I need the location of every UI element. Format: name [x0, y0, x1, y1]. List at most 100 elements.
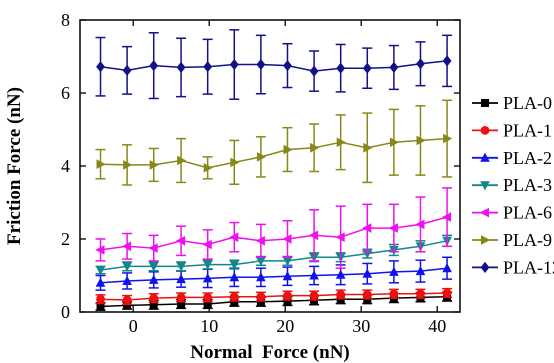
data-point: [442, 288, 452, 298]
series-line-pla-9: [100, 137, 448, 169]
data-point: [96, 294, 105, 304]
data-point: [389, 61, 399, 73]
series-pla-3: [95, 234, 453, 276]
series-line-pla-12: [100, 60, 448, 72]
legend-item: PLA-12: [472, 257, 554, 277]
data-point: [335, 269, 346, 279]
data-point: [362, 223, 372, 233]
data-point: [148, 243, 158, 253]
data-point: [229, 260, 240, 270]
data-point: [283, 60, 292, 72]
data-point: [362, 268, 373, 278]
data-point: [416, 58, 425, 70]
y-axis-title: Friction Force (nN): [4, 87, 25, 245]
data-point: [123, 160, 133, 170]
legend-label: PLA-1: [503, 120, 552, 140]
data-point: [256, 58, 266, 71]
data-point: [123, 301, 132, 310]
data-point: [283, 144, 293, 155]
data-point: [95, 245, 105, 255]
data-point: [148, 274, 159, 284]
x-tick-label: 0: [129, 316, 138, 336]
data-point: [415, 265, 426, 276]
data-point: [441, 212, 452, 222]
data-point: [96, 159, 106, 169]
legend-label: PLA-9: [503, 230, 552, 250]
data-point: [122, 262, 132, 272]
data-point: [176, 61, 186, 73]
legend-item: PLA-3: [472, 175, 552, 195]
series-pla-0: [95, 291, 453, 311]
legend-marker: [481, 235, 491, 245]
data-point: [443, 133, 453, 144]
legend-label: PLA-12: [503, 257, 554, 277]
data-point: [282, 271, 293, 281]
x-tick-label: 20: [276, 316, 294, 336]
data-point: [335, 232, 345, 242]
x-tick-label: 10: [200, 316, 218, 336]
data-point: [121, 241, 132, 252]
legend-marker: [479, 207, 489, 218]
series-pla-12: [95, 29, 453, 100]
data-point: [229, 272, 240, 282]
y-tick-label: 0: [61, 302, 70, 322]
legend-marker: [480, 261, 490, 273]
data-point: [310, 142, 320, 153]
data-point: [309, 65, 319, 77]
data-point: [230, 157, 240, 168]
legend-label: PLA-0: [503, 93, 552, 113]
data-point: [336, 137, 346, 148]
data-point: [203, 163, 213, 173]
data-point: [177, 299, 186, 308]
data-point: [308, 230, 319, 241]
x-axis-title: Normal Force (nN): [190, 342, 350, 363]
legend-marker: [480, 125, 490, 135]
data-point: [229, 58, 239, 71]
series-pla-2: [95, 256, 453, 291]
data-point: [282, 256, 293, 267]
legend-marker: [481, 99, 489, 107]
data-point: [256, 256, 266, 267]
data-point: [282, 234, 292, 244]
data-point: [149, 160, 159, 170]
series-line-pla-3: [100, 240, 448, 271]
data-point: [415, 219, 425, 230]
data-point: [416, 289, 425, 299]
data-point: [442, 55, 452, 67]
data-point: [202, 239, 212, 250]
data-point: [336, 290, 346, 299]
data-point: [336, 62, 346, 74]
series-layer: [95, 29, 453, 311]
y-tick-label: 4: [61, 156, 70, 176]
data-point: [389, 137, 400, 148]
legend-item: PLA-6: [472, 203, 552, 223]
data-point: [96, 302, 105, 311]
data-point: [256, 152, 267, 162]
series-line-pla-1: [100, 292, 448, 301]
data-point: [122, 295, 132, 305]
data-point: [176, 273, 186, 284]
data-point: [389, 289, 399, 299]
legend-label: PLA-2: [503, 148, 552, 168]
legend-marker: [480, 152, 490, 162]
data-point: [363, 142, 373, 153]
data-point: [309, 291, 319, 300]
data-point: [95, 266, 106, 276]
data-point: [203, 61, 213, 73]
data-point: [95, 277, 106, 287]
data-point: [175, 236, 186, 246]
series-line-pla-2: [100, 267, 448, 284]
legend-label: PLA-6: [503, 203, 552, 223]
data-point: [149, 293, 159, 303]
legend-item: PLA-2: [472, 148, 552, 168]
legend-marker: [480, 181, 490, 191]
data-point: [229, 232, 239, 242]
data-point: [202, 260, 213, 270]
data-point: [256, 272, 266, 282]
data-point: [176, 293, 186, 302]
data-point: [203, 293, 213, 302]
series-pla-1: [95, 287, 453, 306]
data-point: [362, 62, 372, 74]
series-pla-6: [95, 187, 453, 269]
